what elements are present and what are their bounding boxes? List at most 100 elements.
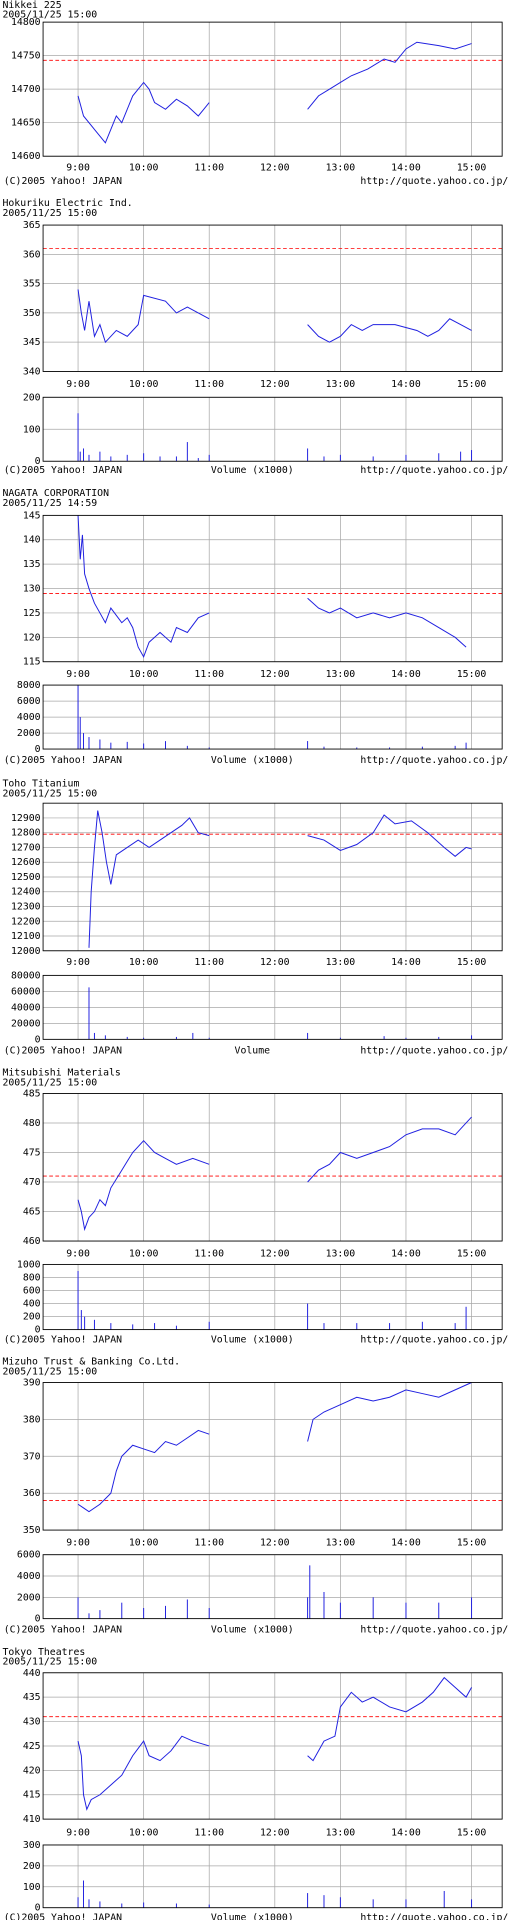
y-tick-label: 12100	[11, 931, 41, 942]
y-tick-label: 465	[23, 1207, 41, 1218]
y-tick-label: 125	[23, 608, 41, 619]
x-tick-label: 12:00	[260, 1537, 290, 1548]
volume-label: Volume	[235, 1045, 271, 1056]
chart-date: 2005/11/25 15:00	[2, 1657, 97, 1668]
x-tick-label: 10:00	[129, 957, 159, 968]
y-tick-label: 480	[23, 1118, 41, 1129]
plot-frame	[42, 396, 503, 462]
x-tick-label: 12:00	[260, 1248, 290, 1259]
y-tick-label: 60000	[11, 986, 41, 997]
price-line	[77, 289, 210, 344]
x-tick-label: 12:00	[260, 379, 290, 390]
copyright: (C)2005 Yahoo! JAPAN	[4, 176, 122, 187]
copyright: (C)2005 Yahoo! JAPAN	[4, 1625, 122, 1636]
y-tick-label: 12400	[11, 887, 41, 898]
y-tick-label: 0	[35, 744, 41, 755]
y-tick-label: 12500	[11, 872, 41, 883]
copyright: (C)2005 Yahoo! JAPAN	[4, 465, 122, 476]
x-tick-label: 9:00	[66, 669, 90, 680]
y-tick-label: 355	[23, 279, 41, 290]
y-tick-label: 0	[35, 1614, 41, 1625]
y-tick-label: 120	[23, 632, 41, 643]
y-tick-label: 14700	[11, 84, 41, 95]
price-line	[307, 597, 467, 648]
price-line	[307, 1116, 472, 1183]
plot-frame	[42, 974, 503, 1040]
y-tick-label: 0	[35, 1034, 41, 1045]
y-tick-label: 4000	[17, 1571, 41, 1582]
x-tick-label: 14:00	[391, 1828, 421, 1839]
y-tick-label: 12800	[11, 828, 41, 839]
x-tick-label: 10:00	[129, 162, 159, 173]
chart-title: Toho Titanium	[2, 778, 79, 789]
x-tick-label: 13:00	[326, 669, 356, 680]
y-tick-label: 12600	[11, 857, 41, 868]
y-tick-label: 380	[23, 1414, 41, 1425]
x-tick-label: 15:00	[457, 1248, 487, 1259]
x-tick-label: 9:00	[66, 1248, 90, 1259]
y-tick-label: 2000	[17, 728, 41, 739]
x-tick-label: 11:00	[194, 669, 224, 680]
plot-frame	[42, 1554, 503, 1620]
x-tick-label: 14:00	[391, 1537, 421, 1548]
price-line	[307, 1382, 472, 1442]
chart-title: Tokyo Theatres	[2, 1647, 85, 1658]
y-tick-label: 345	[23, 337, 41, 348]
y-tick-label: 12000	[11, 946, 41, 957]
x-tick-label: 9:00	[66, 957, 90, 968]
chart-date: 2005/11/25 14:59	[2, 498, 97, 509]
chart-date: 2005/11/25 15:00	[2, 10, 97, 21]
y-tick-label: 440	[23, 1668, 41, 1679]
price-line	[307, 318, 472, 343]
y-tick-label: 300	[23, 1840, 41, 1851]
x-tick-label: 9:00	[66, 1537, 90, 1548]
y-tick-label: 100	[23, 424, 41, 435]
y-tick-label: 390	[23, 1378, 41, 1389]
plot-frame	[42, 1093, 503, 1242]
x-tick-label: 13:00	[326, 1248, 356, 1259]
x-tick-label: 10:00	[129, 1537, 159, 1548]
x-tick-label: 14:00	[391, 1248, 421, 1259]
x-tick-label: 15:00	[457, 162, 487, 173]
x-tick-label: 10:00	[129, 669, 159, 680]
x-tick-label: 11:00	[194, 162, 224, 173]
x-tick-label: 14:00	[391, 162, 421, 173]
y-tick-label: 410	[23, 1814, 41, 1825]
y-tick-label: 1000	[17, 1259, 41, 1270]
copyright: (C)2005 Yahoo! JAPAN	[4, 1334, 122, 1345]
y-tick-label: 460	[23, 1236, 41, 1247]
copyright: (C)2005 Yahoo! JAPAN	[4, 1045, 122, 1056]
y-tick-label: 115	[23, 657, 41, 668]
chart-title: Hokuriku Electric Ind.	[2, 198, 132, 209]
y-tick-label: 350	[23, 308, 41, 319]
chart-title: Nikkei 225	[2, 0, 61, 11]
x-tick-label: 9:00	[66, 162, 90, 173]
chart-title: Mizuho Trust & Banking Co.Ltd.	[2, 1357, 180, 1368]
y-tick-label: 6000	[17, 1550, 41, 1561]
source-url: http://quote.yahoo.co.jp/	[360, 755, 508, 766]
price-line	[88, 810, 210, 948]
x-tick-label: 13:00	[326, 379, 356, 390]
price-line	[77, 1735, 210, 1811]
source-url: http://quote.yahoo.co.jp/	[360, 1913, 508, 1920]
plot-frame	[42, 514, 503, 663]
x-tick-label: 15:00	[457, 669, 487, 680]
x-tick-label: 12:00	[260, 669, 290, 680]
y-tick-label: 14650	[11, 118, 41, 129]
x-tick-label: 13:00	[326, 1828, 356, 1839]
y-tick-label: 14750	[11, 51, 41, 62]
y-tick-label: 0	[35, 1325, 41, 1336]
y-tick-label: 485	[23, 1088, 41, 1099]
x-tick-label: 11:00	[194, 1828, 224, 1839]
y-tick-label: 130	[23, 584, 41, 595]
copyright: (C)2005 Yahoo! JAPAN	[4, 755, 122, 766]
price-line	[77, 515, 210, 659]
x-tick-label: 14:00	[391, 379, 421, 390]
y-tick-label: 20000	[11, 1018, 41, 1029]
chart-date: 2005/11/25 15:00	[2, 1366, 97, 1377]
y-tick-label: 40000	[11, 1002, 41, 1013]
x-tick-label: 9:00	[66, 1828, 90, 1839]
y-tick-label: 340	[23, 366, 41, 377]
